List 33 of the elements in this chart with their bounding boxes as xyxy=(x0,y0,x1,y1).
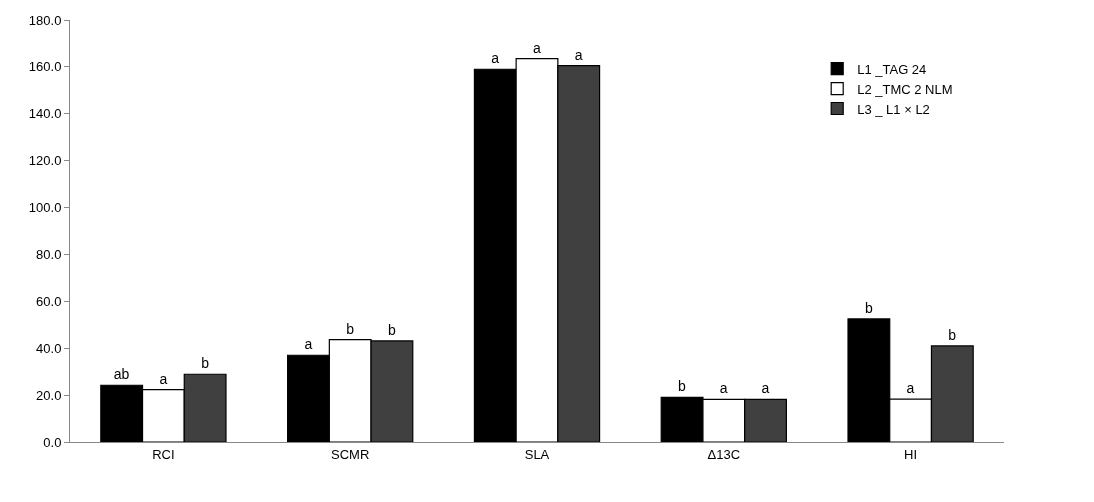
data-label: a xyxy=(533,39,541,56)
data-label: a xyxy=(304,336,313,353)
data-label: b xyxy=(678,378,687,395)
y-tick-label: 100.0 xyxy=(28,200,62,216)
legend-label: L3 _ L1 × L2 xyxy=(857,101,930,117)
x-tick-label: HI xyxy=(904,446,918,462)
y-tick-label: 120.0 xyxy=(28,153,62,169)
data-label: b xyxy=(387,321,396,338)
data-label: a xyxy=(159,370,168,387)
data-label: b xyxy=(864,299,873,316)
data-label: b xyxy=(201,355,210,372)
y-tick-label: 20.0 xyxy=(36,387,62,403)
data-label: a xyxy=(719,380,728,397)
y-tick-label: 0.0 xyxy=(43,434,62,450)
legend-label: L1 _TAG 24 xyxy=(857,61,927,77)
data-label: b xyxy=(948,326,957,343)
y-tick-label: 60.0 xyxy=(36,293,62,309)
x-tick-label: RCI xyxy=(152,446,175,462)
data-label: ab xyxy=(113,366,130,383)
data-label: b xyxy=(346,320,355,337)
data-label: a xyxy=(491,50,500,67)
x-tick-label: SLA xyxy=(524,446,550,462)
data-label: a xyxy=(761,380,770,397)
y-tick-label: 140.0 xyxy=(28,106,62,122)
data-label: a xyxy=(906,380,915,397)
y-tick-label: 160.0 xyxy=(28,59,62,75)
x-tick-label: SCMR xyxy=(331,446,370,462)
y-tick-label: 40.0 xyxy=(36,340,62,356)
y-tick-label: 80.0 xyxy=(36,246,62,262)
legend-label: L2 _TMC 2 NLM xyxy=(857,81,953,97)
data-label: a xyxy=(574,46,583,63)
x-tick-label: Δ13C xyxy=(707,446,741,462)
y-tick-label: 180.0 xyxy=(28,12,62,28)
